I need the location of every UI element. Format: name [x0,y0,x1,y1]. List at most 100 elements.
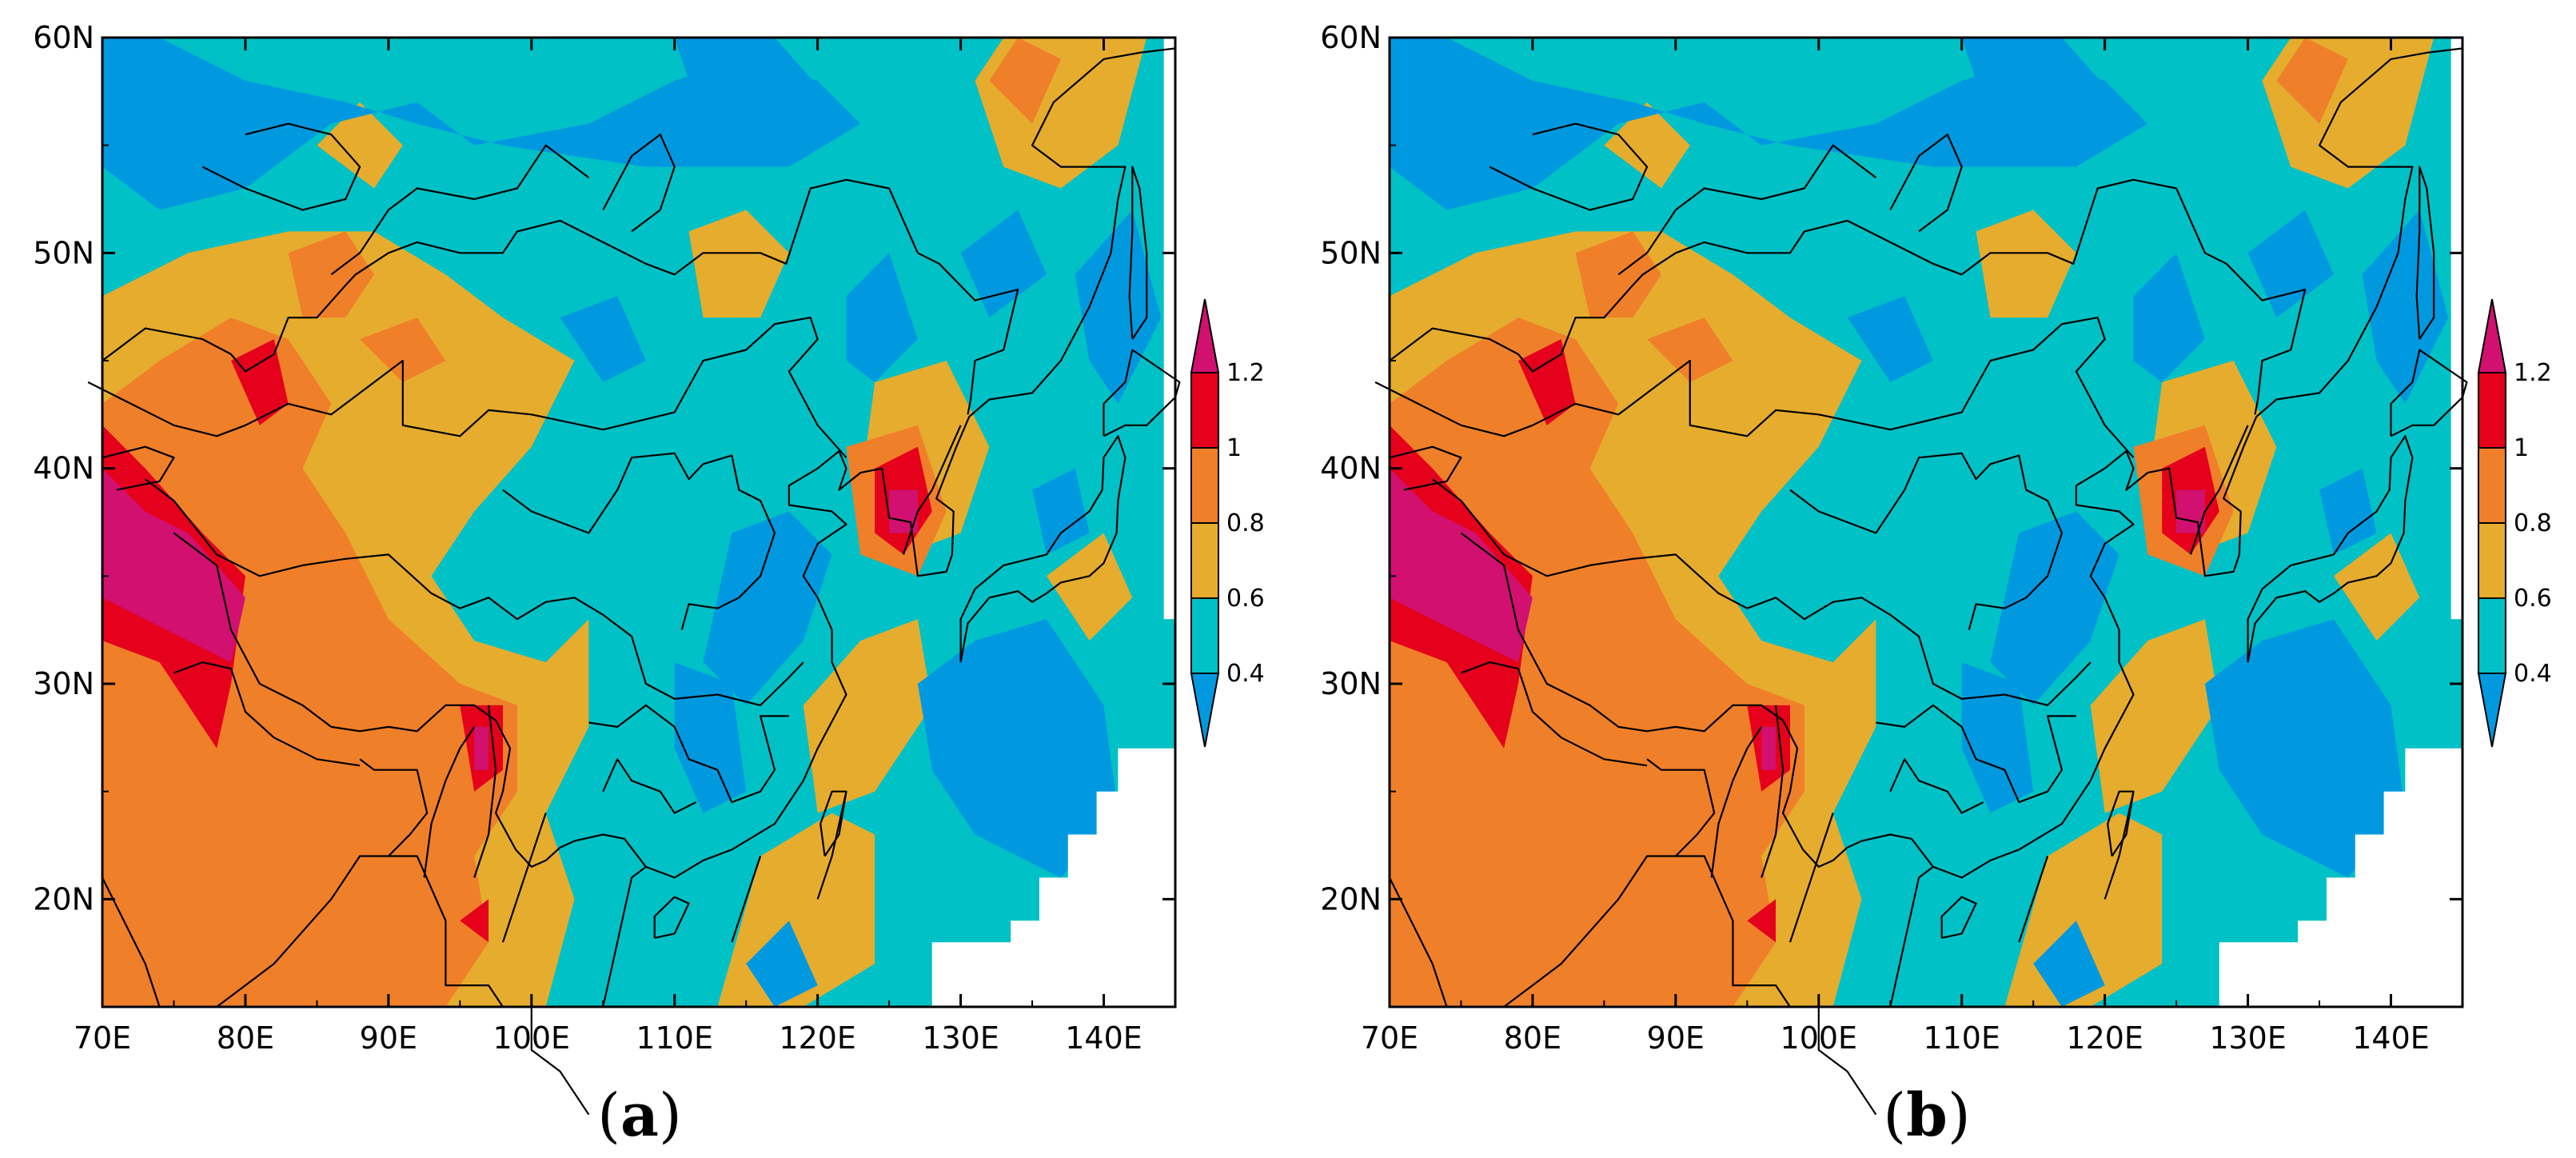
contour-region [2334,533,2420,641]
colorbar-label: 0.8 [2514,509,2552,537]
lat-tick-label: 40N [33,451,94,486]
lat-tick-label: 40N [1320,451,1382,486]
map-frame [101,36,1177,1008]
lon-tick-label: 100E [1780,1020,1858,1056]
contour-region [102,317,517,1008]
contour-region [1390,317,1804,1008]
contour-region [231,339,289,425]
border-line [1374,381,1533,437]
missing-data-area [931,748,1175,1007]
border-line [501,813,547,943]
colorbar: 1.2 1 0.8 0.6 0.4 [1190,298,1265,748]
border-line [1128,166,1148,340]
lat-tick-label: 50N [33,235,94,270]
colorbar-label: 0.4 [2514,660,2552,688]
border-line [653,896,690,939]
colorbar-label: 1 [2514,434,2529,462]
contour-region [1047,533,1133,641]
contour-region [1961,38,2119,146]
colorbar: 1.2 1 0.8 0.6 0.4 [2477,298,2552,748]
lat-tick-label: 50N [1320,235,1382,270]
lat-tick-label: 20N [1320,881,1382,916]
colorbar-label: 0.6 [1226,585,1265,613]
border-line [102,876,161,1008]
contour-region [803,619,932,813]
border-line [588,704,789,804]
border-line [359,144,590,254]
border-line [173,532,647,868]
border-line [1503,855,1791,1008]
contour-region [360,317,446,382]
colorbar-segment [1190,372,1219,449]
border-line [1817,1007,1877,1116]
border-line [1646,758,1716,857]
border-line [602,134,676,233]
colorbar-label: 0.4 [1226,660,1265,688]
colorbar-segment [1190,597,1219,674]
colorbar-extend-top [1190,298,1220,373]
border-line [245,317,847,458]
colorbar-segment [1190,522,1219,599]
contour-region [674,38,832,146]
border-line [1789,452,2064,630]
border-line [1103,349,1181,437]
colorbar-extend-bottom [1190,673,1220,748]
border-line [2390,349,2468,437]
border-line [102,178,1019,415]
map-figure-b: 70E 80E 90E 100E 110E 120E 130E 140E 20N 30N 40N 50… [1320,20,2552,1116]
border-line [530,1007,590,1116]
border-line [359,758,429,857]
contour-region [102,468,245,663]
border-line [959,435,1127,663]
contour-region [2033,920,2105,1007]
border-line [2415,166,2435,340]
map-panel-b: 70E 80E 90E 100E 110E 120E 130E 140E 20N 30N 40N 50… [1287,0,2574,1158]
border-line [1761,705,1784,878]
panel-caption-b: (b) [1883,1081,1971,1150]
contour-region [2319,468,2377,555]
contour-region [1518,339,1576,425]
contour-field [102,38,1175,1008]
border-line [102,445,175,491]
lon-tick-label: 120E [779,1020,856,1056]
contour-region [746,920,818,1007]
axis-ticks: 70E 80E 90E 100E 110E 120E 130E 140E 20N 30N 40N 50… [1320,20,2463,1056]
lon-tick-label: 80E [1504,1020,1561,1056]
map-frame [1388,36,2464,1008]
contour-region [674,662,747,813]
border-line [602,758,697,814]
border-line [602,47,1176,1008]
colorbar-segment [2478,447,2506,524]
border-line [201,122,361,211]
contour-region [1976,210,2076,318]
coastline-borders [87,47,1181,1116]
lat-tick-label: 30N [1320,666,1382,701]
contour-region [1032,468,1090,555]
border-line [1876,704,2076,804]
contour-region [1647,317,1733,382]
coastline-borders [1374,47,2468,1116]
border-line [731,856,762,943]
border-line [87,381,246,437]
contour-region [703,511,832,705]
colorbar-label: 0.6 [2514,585,2552,613]
colorbar-segment [1190,447,1219,524]
border-line [1940,896,1977,939]
lat-tick-label: 60N [33,20,94,55]
border-line [502,452,776,630]
contour-region [317,102,403,189]
contour-region [846,253,918,382]
lon-tick-label: 100E [493,1020,571,1056]
border-line [1710,726,1763,878]
panel-letter: b [1906,1081,1948,1150]
border-line [1646,144,1877,254]
colorbar-segment [2478,522,2506,599]
border-line [902,425,962,555]
border-line [1432,478,2092,707]
lon-tick-label: 110E [636,1020,713,1056]
contour-region [1961,662,2034,813]
border-line [1788,813,1834,943]
lon-tick-label: 90E [360,1020,417,1056]
missing-data-strip [1163,38,1175,620]
contour-region [1761,726,1776,770]
